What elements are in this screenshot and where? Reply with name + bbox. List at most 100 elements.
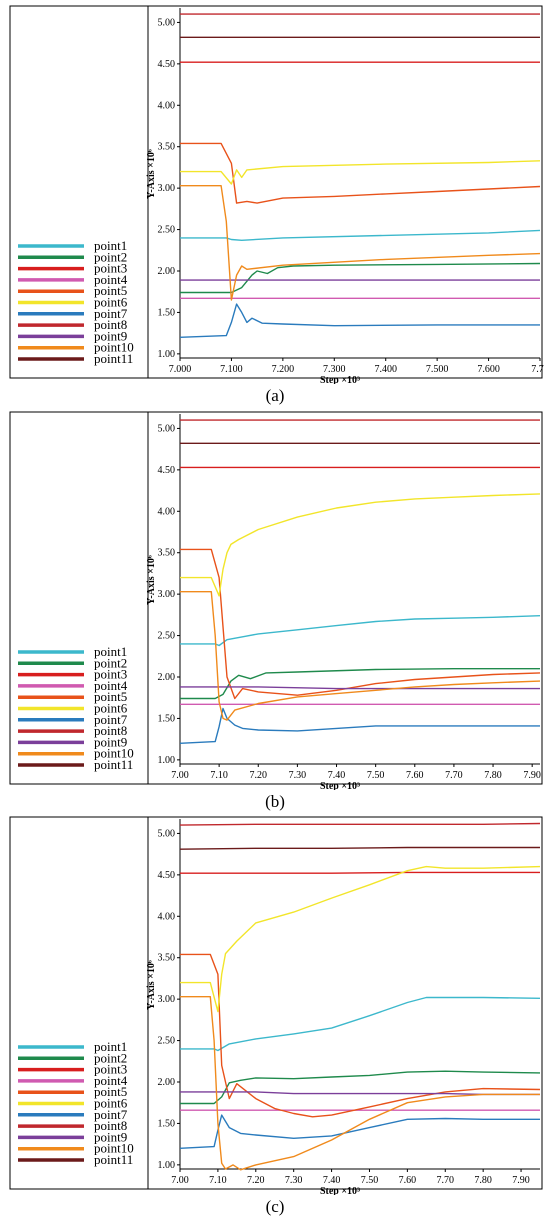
x-tick-label: 7.80 (474, 1175, 492, 1186)
x-tick-label: 7.50 (367, 770, 385, 781)
legend-label-point8: point8 (94, 1118, 127, 1133)
y-tick-label: 3.50 (158, 953, 176, 964)
series-line-point5 (180, 953, 541, 1118)
y-tick-label: 4.00 (158, 100, 176, 111)
x-tick-label: 7.20 (247, 1175, 265, 1186)
y-tick-label: 2.00 (158, 672, 176, 683)
x-tick-label: 7.60 (399, 1175, 417, 1186)
x-axis-title: Step ×10³ (320, 1186, 360, 1195)
chart-panel-b: 1.00 1.50 2.00 2.50 3.00 3.50 4.00 4.50 5.00 7.00… (8, 410, 544, 790)
legend-label-point7: point7 (94, 1107, 128, 1122)
y-tick-label: 1.50 (158, 713, 176, 724)
series-line-point6 (180, 493, 541, 597)
series-line-point8 (179, 822, 541, 826)
x-tick-label: 7.10 (210, 770, 228, 781)
legend-label-point5: point5 (94, 283, 127, 298)
caption-a: (a) (265, 386, 285, 405)
y-tick-label: 3.00 (158, 994, 176, 1005)
legend-label-point9: point9 (94, 328, 127, 343)
figure-frame (9, 816, 543, 1190)
y-tick-label: 3.00 (158, 183, 176, 194)
series-line-point7 (179, 707, 540, 744)
y-tick-label: 4.50 (158, 59, 176, 70)
series-line-point7 (179, 1114, 540, 1149)
x-tick-label: 7.90 (523, 770, 541, 781)
legend-label-point7: point7 (94, 712, 128, 727)
y-tick-label: 2.00 (158, 266, 176, 277)
x-axis-title: Step ×10³ (320, 375, 360, 384)
x-tick-label: 7.70 (437, 1175, 455, 1186)
x-tick-label: 7.10 (209, 1175, 227, 1186)
legend-label-point10: point10 (94, 746, 134, 761)
legend-label-point2: point2 (94, 1050, 127, 1065)
x-tick-label: 7.50 (361, 1175, 379, 1186)
legend-label-point11: point11 (94, 351, 133, 366)
series-line-point1 (180, 615, 541, 647)
legend-label-point7: point7 (94, 306, 128, 321)
series-line-point5 (180, 548, 541, 700)
y-tick-label: 1.00 (158, 1160, 176, 1171)
x-tick-label: 7.400 (374, 364, 397, 375)
figure-frame (9, 5, 543, 379)
y-tick-label: 3.50 (158, 142, 176, 153)
x-tick-label: 7.20 (250, 770, 268, 781)
y-axis-title: Y-Axis ×10⁶ (146, 960, 157, 1010)
x-tick-label: 7.30 (289, 770, 307, 781)
series-line-point1 (180, 996, 541, 1052)
y-axis-title: Y-Axis ×10⁶ (146, 555, 157, 605)
series-line-point2 (180, 1070, 541, 1105)
y-tick-label: 2.50 (158, 225, 176, 236)
legend-label-point6: point6 (94, 1096, 128, 1111)
x-tick-label: 7.200 (272, 364, 295, 375)
y-tick-label: 1.00 (158, 755, 176, 766)
x-tick-label: 7.00 (171, 1175, 189, 1186)
x-tick-label: 7.600 (477, 364, 500, 375)
legend-label-point4: point4 (94, 1073, 128, 1088)
y-axis-title: Y-Axis ×10⁶ (146, 149, 157, 199)
y-tick-label: 4.50 (158, 870, 176, 881)
series-line-point3 (180, 871, 540, 874)
legend-label-point5: point5 (94, 1084, 127, 1099)
y-tick-label: 4.50 (158, 465, 176, 476)
legend-label-point3: point3 (94, 261, 127, 276)
y-tick-label: 5.00 (158, 828, 176, 839)
legend-label-point11: point11 (94, 757, 133, 772)
x-tick-label: 7.30 (285, 1175, 303, 1186)
y-tick-label: 4.00 (158, 911, 176, 922)
x-tick-label: 7.500 (426, 364, 449, 375)
legend-label-point9: point9 (94, 734, 127, 749)
y-tick-label: 5.00 (158, 17, 176, 28)
x-tick-label: 7.60 (406, 770, 424, 781)
series-line-point10 (180, 184, 541, 301)
legend-label-point6: point6 (94, 295, 128, 310)
y-tick-label: 3.00 (158, 589, 176, 600)
chart-b: 1.00 1.50 2.00 2.50 3.00 3.50 4.00 4.50 5.00 7.00… (9, 411, 543, 790)
caption-b: (b) (265, 792, 285, 811)
x-tick-label: 7.80 (484, 770, 502, 781)
series-line-point10 (180, 995, 540, 1171)
y-tick-label: 4.00 (158, 506, 176, 517)
y-tick-label: 2.50 (158, 631, 176, 642)
legend-label-point3: point3 (94, 667, 127, 682)
x-tick-label: 7.00 (171, 770, 189, 781)
x-tick-label: 7.40 (328, 770, 346, 781)
y-tick-label: 1.50 (158, 1118, 176, 1129)
y-tick-label: 3.50 (158, 548, 176, 559)
legend-label-point2: point2 (94, 655, 127, 670)
x-tick-label: 7.40 (323, 1175, 341, 1186)
caption-c: (c) (265, 1197, 285, 1216)
series-line-point9 (180, 1091, 540, 1096)
series-line-point2 (180, 668, 540, 700)
chart-panel-c: 1.00 1.50 2.00 2.50 3.00 3.50 4.00 4.50 5.00 7.00… (8, 815, 544, 1195)
series-line-point7 (179, 303, 540, 338)
chart-c: 1.00 1.50 2.00 2.50 3.00 3.50 4.00 4.50 5.00 7.00… (9, 816, 543, 1195)
legend-label-point1: point1 (94, 1039, 127, 1054)
x-tick-label: 7.70 (445, 770, 463, 781)
legend-label-point8: point8 (94, 317, 127, 332)
y-tick-label: 2.00 (158, 1077, 176, 1088)
series-line-point1 (180, 229, 541, 242)
legend-label-point2: point2 (94, 249, 127, 264)
x-tick-label: 7.90 (512, 1175, 530, 1186)
legend-label-point3: point3 (94, 1062, 127, 1077)
y-tick-label: 1.00 (158, 349, 176, 360)
